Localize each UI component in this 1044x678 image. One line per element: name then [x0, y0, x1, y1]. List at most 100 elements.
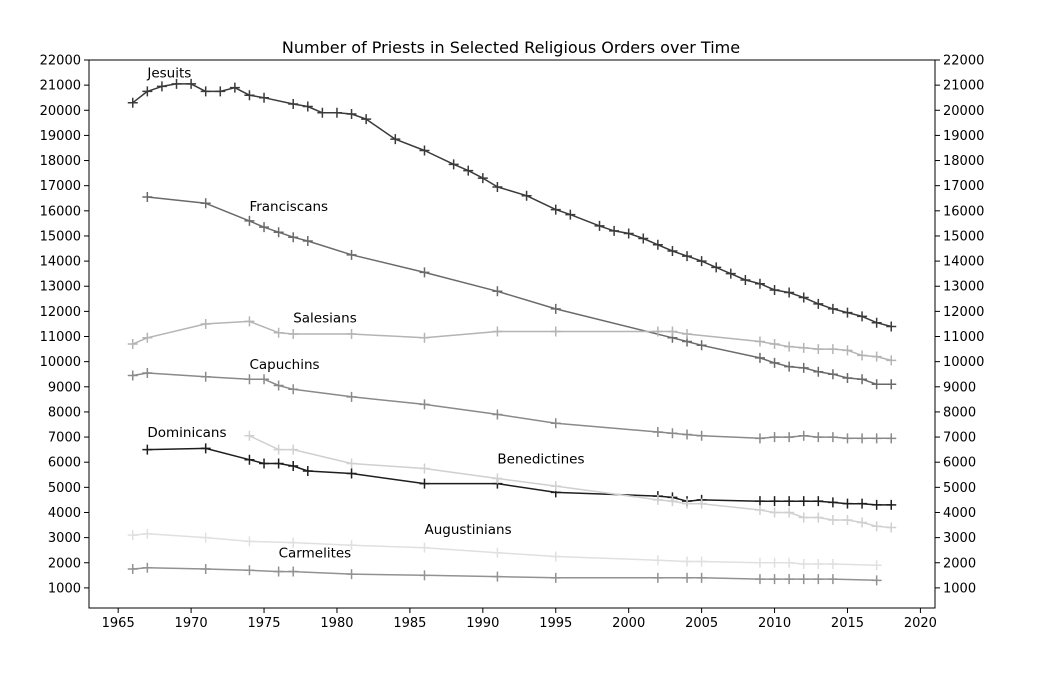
data-point-marker [886, 433, 897, 444]
data-point-marker [842, 498, 853, 509]
data-point-marker [142, 367, 153, 378]
data-point-marker [784, 574, 795, 585]
series-label: Augustinians [424, 522, 511, 538]
y-tick-label-right: 13000 [943, 280, 984, 295]
data-point-marker [886, 522, 897, 533]
data-point-marker [769, 496, 780, 507]
data-point-marker [886, 379, 897, 390]
y-tick-label-right: 11000 [943, 330, 984, 345]
data-point-marker [871, 351, 882, 362]
data-point-marker [784, 496, 795, 507]
y-tick-label-right: 22000 [943, 54, 984, 69]
data-point-marker [725, 268, 736, 279]
y-tick-label-right: 19000 [943, 129, 984, 144]
data-point-marker [492, 473, 503, 484]
data-point-marker [288, 444, 299, 455]
data-point-marker [827, 369, 838, 380]
series-label: Salesians [293, 311, 357, 327]
data-point-marker [754, 336, 765, 347]
data-point-marker [419, 399, 430, 410]
data-point-marker [711, 262, 722, 273]
data-point-marker [288, 566, 299, 577]
data-point-marker [784, 507, 795, 518]
data-point-marker [813, 366, 824, 377]
data-point-marker [798, 559, 809, 570]
data-point-marker [652, 494, 663, 505]
data-point-marker [667, 246, 678, 257]
data-point-marker [769, 432, 780, 443]
plot-area: 1000 1000 2000 2000 3000 3000 4000 4000 5000 5000… [40, 54, 985, 632]
y-tick-label-right: 4000 [943, 506, 976, 521]
data-point-marker [754, 433, 765, 444]
data-point-marker [638, 233, 649, 244]
y-tick-label-right: 1000 [943, 581, 976, 596]
series-line [132, 83, 892, 328]
data-point-marker [827, 497, 838, 508]
data-point-marker [142, 192, 153, 202]
data-point-marker [200, 318, 211, 329]
series-label: Jesuits [146, 66, 191, 82]
y-tick-label-right: 5000 [943, 481, 976, 496]
chart-title: Number of Priests in Selected Religious … [282, 38, 740, 57]
data-point-marker [273, 458, 284, 469]
data-point-marker [740, 274, 751, 285]
data-point-marker [200, 198, 211, 209]
data-point-marker [550, 572, 561, 583]
data-point-marker [827, 515, 838, 526]
data-point-marker [652, 555, 663, 566]
data-point-marker [273, 380, 284, 391]
data-point-marker [871, 575, 882, 586]
data-point-marker [302, 101, 313, 112]
data-point-marker [857, 517, 868, 528]
data-point-marker [652, 572, 663, 583]
data-point-marker [667, 496, 678, 507]
data-point-marker [259, 92, 270, 103]
data-point-marker [288, 384, 299, 395]
data-point-marker [813, 559, 824, 570]
data-point-marker [886, 499, 897, 510]
y-tick-label-right: 6000 [943, 456, 976, 471]
data-point-marker [871, 499, 882, 510]
data-point-marker [754, 504, 765, 515]
data-point-marker [273, 327, 284, 338]
data-point-marker [682, 251, 693, 262]
y-tick-label-left: 14000 [40, 255, 81, 270]
data-point-marker [682, 498, 693, 509]
data-point-marker [871, 560, 882, 571]
x-tick-label: 2000 [612, 616, 645, 631]
data-point-marker [682, 429, 693, 440]
series-label: Benedictines [497, 451, 584, 467]
data-point-marker [784, 361, 795, 372]
series-label: Franciscans [249, 199, 328, 215]
data-point-marker [171, 78, 182, 89]
data-point-marker [127, 339, 138, 350]
data-point-marker [259, 374, 270, 385]
y-tick-label-right: 3000 [943, 531, 976, 546]
x-tick-label: 2015 [831, 616, 864, 631]
data-point-marker [769, 507, 780, 518]
data-point-marker [419, 332, 430, 343]
data-point-marker [229, 82, 240, 93]
data-point-marker [784, 557, 795, 568]
x-tick-label: 1965 [102, 616, 135, 631]
data-point-marker [550, 551, 561, 562]
data-point-marker [317, 107, 328, 118]
data-point-marker [244, 374, 255, 385]
data-point-marker [827, 303, 838, 314]
x-tick-label: 1975 [247, 616, 280, 631]
data-point-marker [273, 566, 284, 577]
y-tick-label-right: 15000 [943, 229, 984, 244]
data-point-marker [142, 444, 153, 455]
data-point-marker [550, 326, 561, 337]
data-point-marker [288, 98, 299, 109]
data-point-marker [492, 326, 503, 337]
y-tick-label-left: 16000 [40, 204, 81, 219]
data-point-marker [813, 344, 824, 355]
data-point-marker [798, 342, 809, 353]
data-point-marker [754, 352, 765, 363]
y-tick-label-right: 14000 [943, 255, 984, 270]
data-point-marker [521, 190, 532, 201]
x-tick-label: 1995 [539, 616, 572, 631]
data-point-marker [798, 574, 809, 585]
data-point-marker [857, 350, 868, 361]
